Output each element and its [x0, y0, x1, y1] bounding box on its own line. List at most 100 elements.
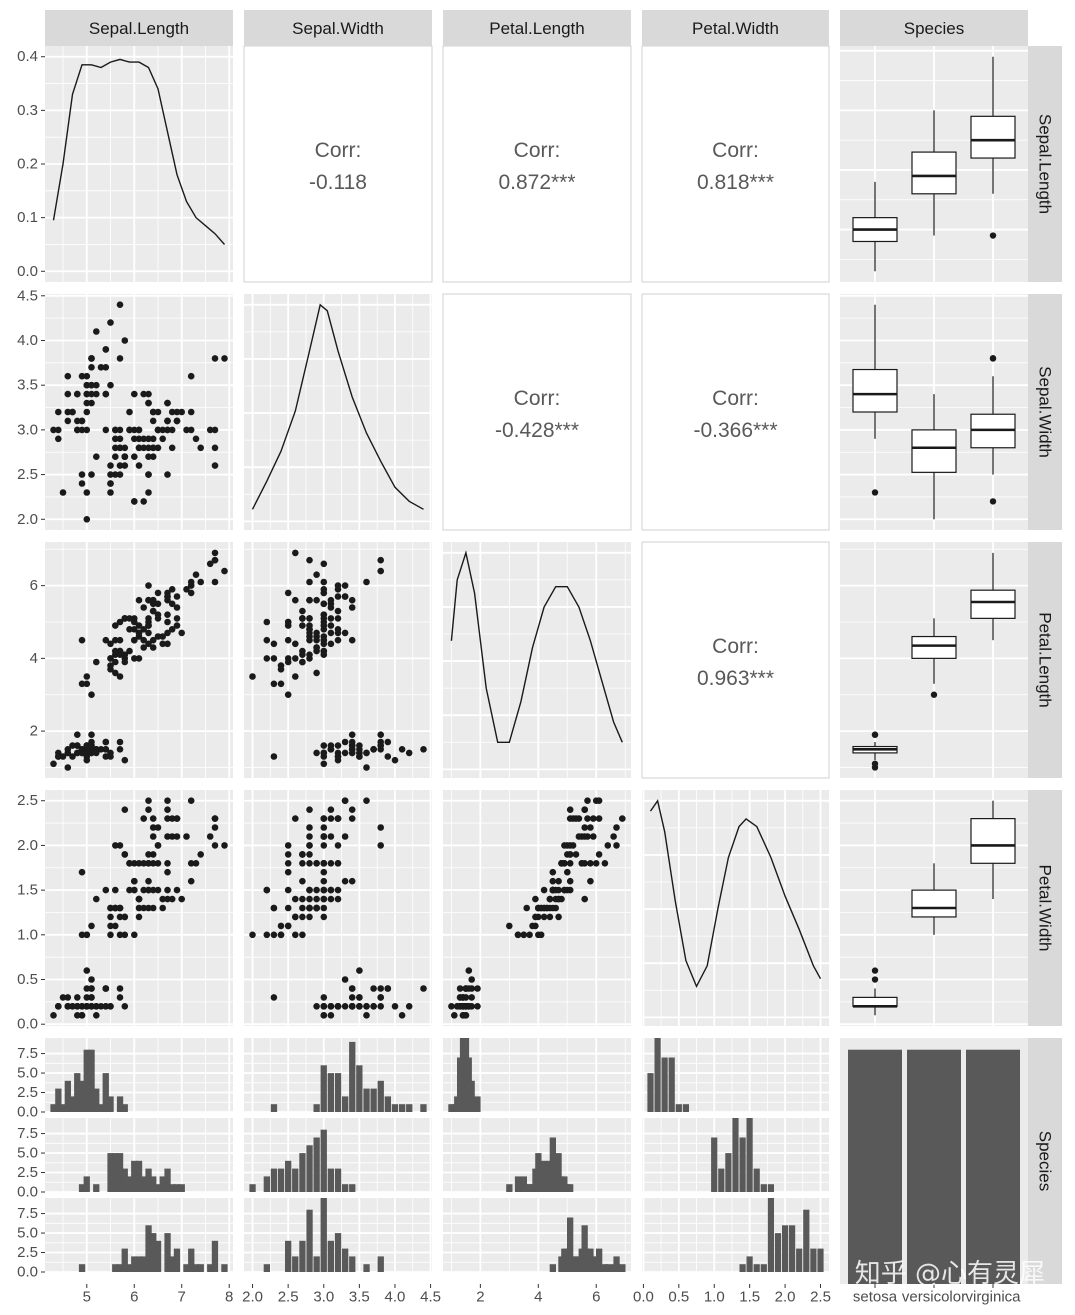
scatter-point [131, 426, 138, 434]
x-tick-label: 2.0 [242, 1289, 263, 1306]
scatter-point [320, 1003, 328, 1010]
scatter-point [341, 1003, 349, 1010]
scatter-point [590, 833, 597, 840]
scatter-point [154, 842, 162, 849]
scatter-point [93, 895, 100, 903]
scatter-point [173, 593, 181, 600]
x-tick-label: 2.5 [810, 1289, 831, 1306]
scatter-point [569, 815, 577, 822]
scatter-point [78, 868, 86, 876]
scatter-point [320, 626, 328, 633]
scatter-point [613, 824, 620, 831]
histogram-Sepal.Length-virginica [45, 1198, 233, 1273]
scatter-point [575, 815, 583, 822]
scatter-point [121, 444, 129, 452]
boxplot-setosa [852, 731, 898, 771]
scatter-point [292, 549, 299, 557]
box-iqr [852, 996, 898, 1007]
strip-top-bg [840, 10, 1028, 46]
scatter-point [83, 426, 91, 434]
histogram-bar [506, 1184, 513, 1192]
scatter-point [149, 644, 157, 651]
scatter-point [306, 913, 313, 921]
scatter-point [116, 904, 124, 912]
histogram-bar [112, 1153, 119, 1192]
scatter-point [341, 629, 349, 637]
scatter-point [320, 633, 328, 640]
scatter-point [221, 355, 228, 362]
scatter-point [55, 408, 62, 416]
panel-Petal.Length-boxplot [840, 542, 1028, 778]
histogram-bar [725, 1153, 732, 1192]
scatter-point [131, 636, 138, 644]
strip-top-Sepal.Width: Sepal.Width [292, 19, 384, 38]
scatter-point [377, 556, 385, 564]
scatter-point [270, 753, 278, 760]
scatter-point [149, 636, 157, 644]
scatter-point [211, 355, 219, 362]
scatter-point [145, 860, 152, 867]
histogram-bar [173, 1184, 181, 1192]
scatter-point [270, 994, 278, 1001]
scatter-point [131, 453, 138, 461]
scatter-point [334, 749, 342, 757]
scatter-point [566, 860, 574, 867]
scatter-point [140, 636, 147, 644]
y-tick-label: 0.0 [17, 1184, 38, 1201]
scatter-point [327, 604, 335, 611]
x-tick-label: 2.5 [278, 1289, 299, 1306]
histogram-bar [313, 1104, 320, 1112]
histogram-bar [796, 1248, 803, 1272]
scatter-point [159, 633, 166, 640]
histogram-bar [173, 1248, 181, 1272]
histogram-Petal.Length-versicolor [443, 1118, 631, 1193]
scatter-point [320, 824, 328, 831]
scatter-point [154, 611, 162, 618]
histogram-bar [78, 1264, 86, 1272]
scatter-point [145, 806, 152, 813]
scatter-point [299, 647, 306, 655]
histogram-bar [121, 1104, 128, 1112]
corr-label: Corr: [712, 139, 759, 162]
histogram-bar [661, 1057, 668, 1112]
histogram-bar [549, 1264, 556, 1272]
y-tick-label: 5.0 [17, 1225, 38, 1242]
scatter-point [341, 877, 349, 885]
scatter-point [121, 655, 129, 662]
histogram-bar [292, 1168, 299, 1192]
scatter-point [121, 453, 129, 461]
strip-right-Petal.Width: Petal.Width [1036, 865, 1055, 952]
strip-right-bg [1028, 1038, 1062, 1284]
histogram-bar [682, 1104, 689, 1112]
scatter-point [292, 815, 299, 822]
y-tick-label: 3.0 [17, 421, 38, 438]
scatter-point [384, 985, 392, 992]
scatter-point [462, 985, 470, 992]
scatter-point [102, 390, 110, 398]
scatter-point [93, 381, 100, 389]
scatter-point [320, 615, 328, 622]
scatter-point [183, 586, 190, 593]
scatter-point [306, 851, 313, 858]
histogram-bar [299, 1240, 306, 1272]
scatter-point [558, 860, 565, 867]
scatter-point [320, 994, 328, 1001]
histogram-bar [803, 1209, 810, 1272]
scatter-point [187, 589, 195, 597]
scatter-point [102, 426, 110, 434]
histogram-bar [88, 1049, 95, 1112]
scatter-point [64, 749, 72, 757]
scatter-point [135, 596, 143, 604]
boxplot-virginica [970, 355, 1016, 505]
histogram-bar [313, 1137, 320, 1192]
x-tick-label: 3.0 [313, 1289, 334, 1306]
scatter-point [116, 994, 124, 1001]
panel-Sepal.Length-vs-Sepal.Length [45, 29, 233, 282]
histogram-bar [116, 1096, 124, 1112]
scatter-point [145, 640, 152, 648]
scatter-point [587, 877, 594, 885]
scatter-point [211, 815, 219, 822]
scatter-point [284, 904, 292, 912]
scatter-point [197, 578, 204, 586]
